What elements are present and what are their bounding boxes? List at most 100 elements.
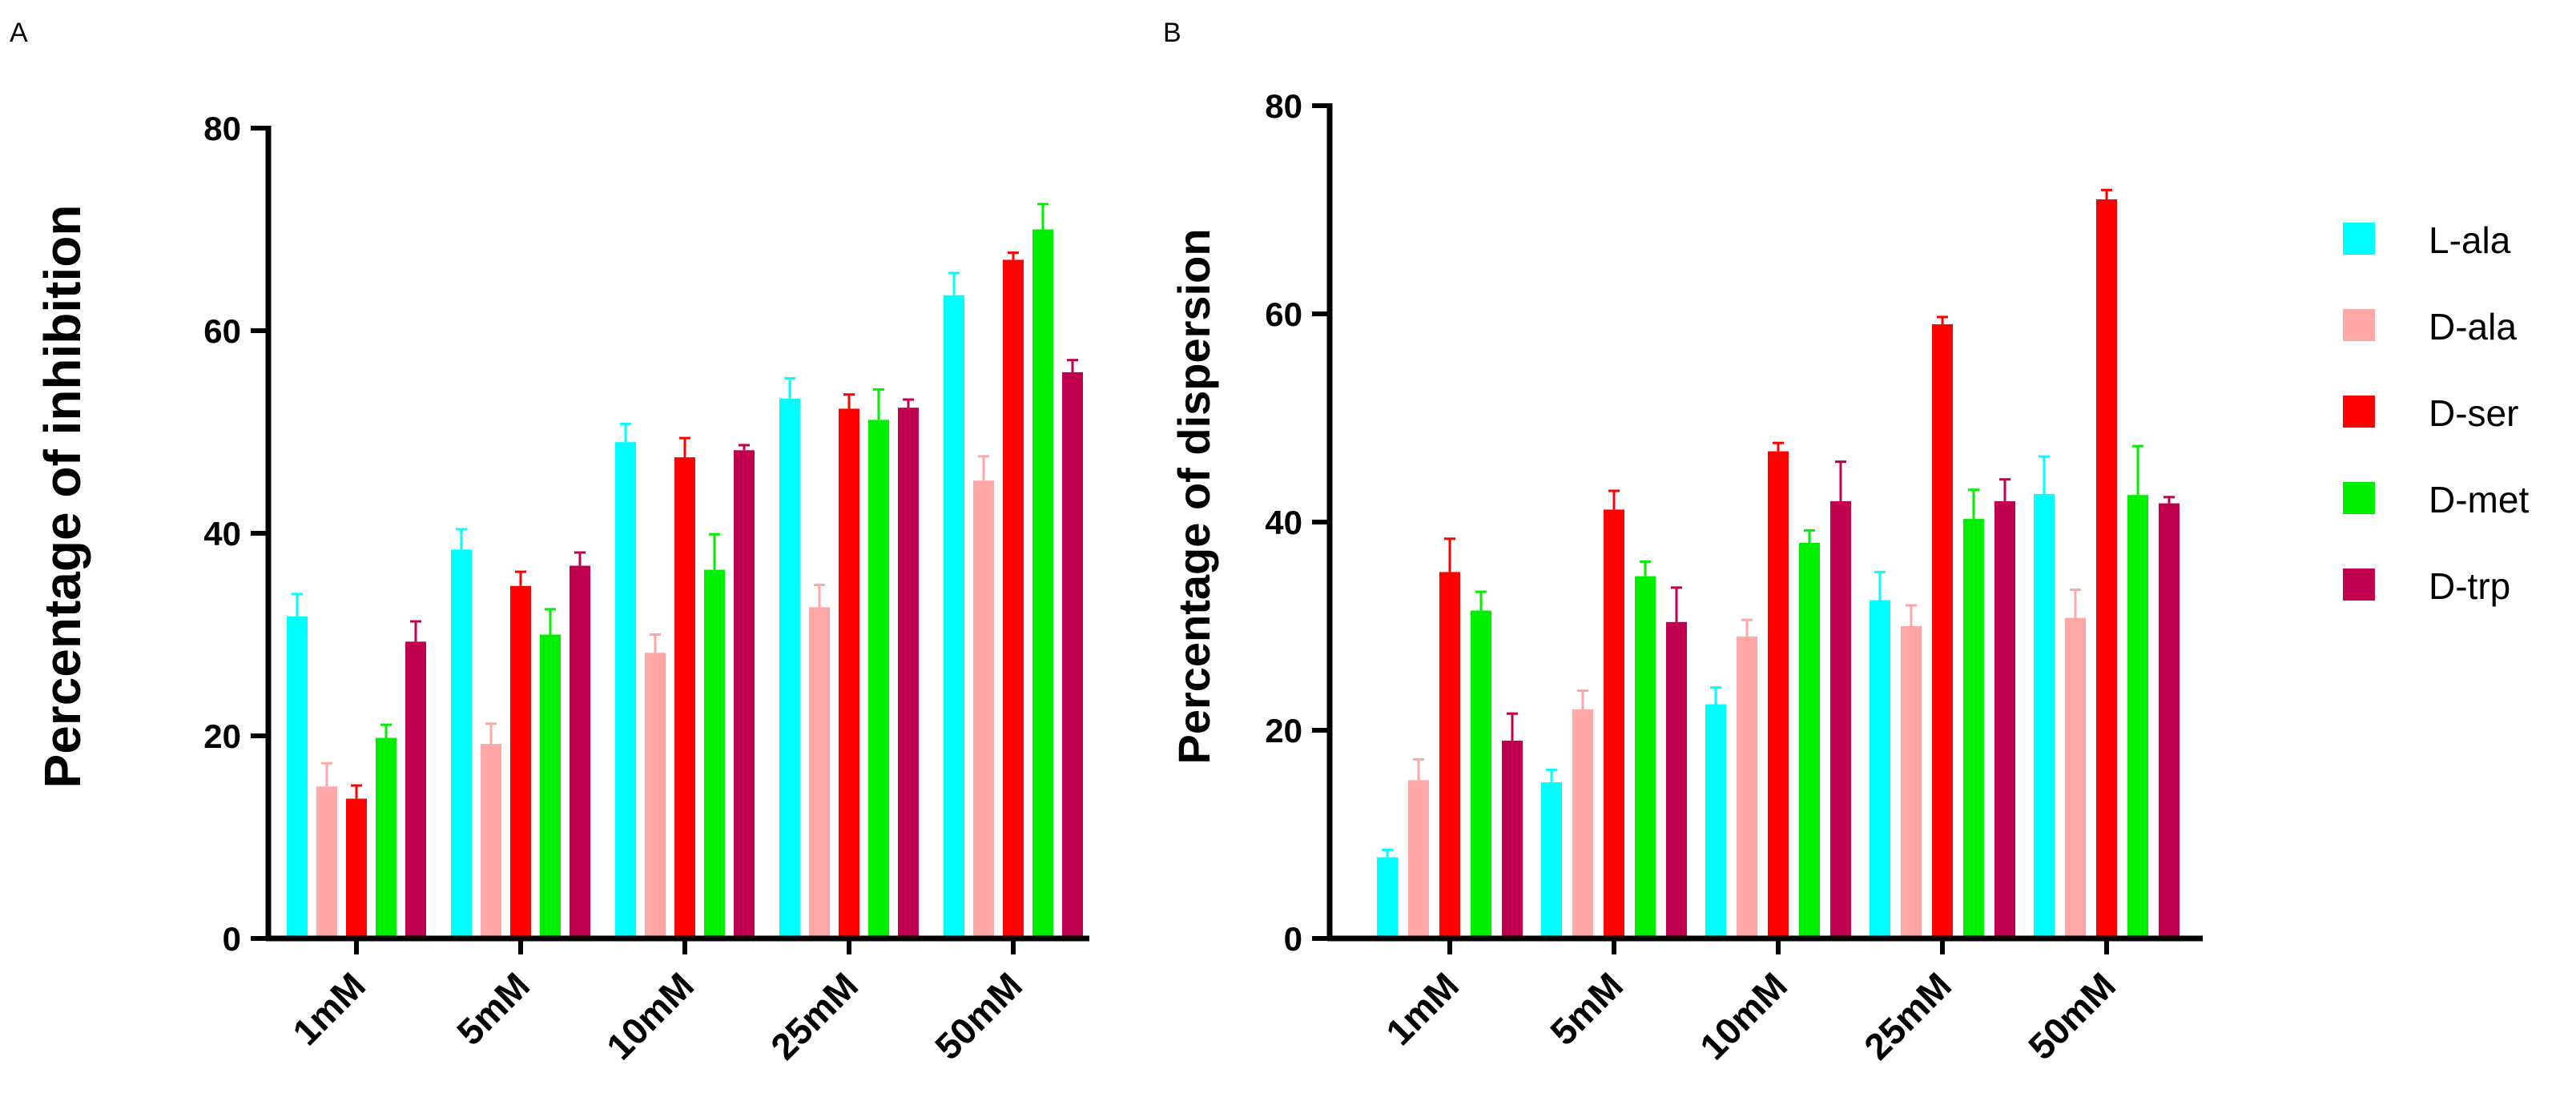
legend-swatch-d-ser xyxy=(2343,396,2375,428)
error-bar-l-ala-5mm xyxy=(1546,768,1557,782)
x-tick-label: 10mM xyxy=(1692,964,1795,1067)
bar-d-ala-25mm xyxy=(1901,626,1922,938)
error-bar-d-trp-5mm xyxy=(1671,586,1682,622)
error-bar-d-met-10mm xyxy=(709,532,720,570)
error-bar-l-ala-25mm xyxy=(1874,570,1886,601)
bar-d-ser-25mm xyxy=(839,408,859,938)
bar-d-met-50mm xyxy=(1032,229,1053,938)
bar-l-ala-50mm xyxy=(2034,493,2055,938)
panel-b-bars xyxy=(1377,188,2180,938)
bar-d-ser-10mm xyxy=(1768,451,1789,938)
error-bar-d-met-25mm xyxy=(873,388,884,420)
bar-d-ser-50mm xyxy=(2096,199,2117,938)
bar-l-ala-1mm xyxy=(287,616,308,938)
error-bar-d-ser-10mm xyxy=(679,436,690,458)
x-tick-label: 1mM xyxy=(1378,964,1467,1053)
bar-d-ser-1mm xyxy=(346,798,367,938)
bar-d-ala-25mm xyxy=(809,607,830,938)
bar-d-ala-5mm xyxy=(1572,709,1593,938)
y-tick-label: 80 xyxy=(203,110,241,147)
error-bar-d-trp-25mm xyxy=(1999,478,2010,501)
error-bar-d-ala-1mm xyxy=(321,761,332,787)
bar-d-ala-50mm xyxy=(973,480,994,938)
bar-d-trp-25mm xyxy=(898,408,919,938)
legend-swatch-d-trp xyxy=(2343,569,2375,601)
bar-d-trp-10mm xyxy=(1830,501,1851,938)
error-bar-d-ser-5mm xyxy=(515,570,526,586)
error-bar-d-met-5mm xyxy=(545,608,556,635)
x-tick-label: 10mM xyxy=(598,964,702,1067)
bar-d-trp-50mm xyxy=(1062,372,1083,938)
error-bar-d-ala-50mm xyxy=(978,455,989,481)
x-tick-label: 25mM xyxy=(1856,964,1959,1067)
error-bar-d-met-1mm xyxy=(1475,590,1487,611)
error-bar-d-ala-5mm xyxy=(1577,689,1588,709)
bar-d-ala-50mm xyxy=(2065,617,2086,938)
bar-l-ala-5mm xyxy=(1541,782,1562,938)
bar-d-met-10mm xyxy=(704,569,725,938)
bar-d-met-25mm xyxy=(868,420,889,938)
error-bar-l-ala-1mm xyxy=(1382,849,1393,858)
error-bar-l-ala-10mm xyxy=(1710,686,1721,705)
x-tick-label: 25mM xyxy=(763,964,866,1067)
legend-swatch-l-ala xyxy=(2343,223,2375,255)
y-tick-label: 60 xyxy=(1265,295,1302,333)
y-tick-label: 80 xyxy=(1265,87,1302,125)
panel-a: A Percentage of inhibition 1mM 5mM 10mM 25m… xyxy=(10,18,1089,1067)
x-tick-label: 1mM xyxy=(284,964,373,1053)
bar-d-ala-10mm xyxy=(645,653,666,938)
error-bar-d-ser-50mm xyxy=(2101,188,2112,199)
x-tick-label: 50mM xyxy=(2020,964,2123,1067)
error-bar-l-ala-5mm xyxy=(456,528,467,550)
bar-d-ser-5mm xyxy=(1604,509,1624,938)
error-bar-d-ser-1mm xyxy=(351,784,362,799)
bar-d-ser-25mm xyxy=(1932,324,1953,938)
legend: L-ala D-ala D-ser D-met D-trp xyxy=(2343,219,2529,607)
y-tick-label: 0 xyxy=(1284,920,1302,958)
y-tick-label: 20 xyxy=(1265,712,1302,749)
error-bar-l-ala-25mm xyxy=(784,376,795,399)
error-bar-d-met-50mm xyxy=(1037,203,1049,230)
error-bar-d-trp-1mm xyxy=(1507,712,1518,741)
error-bar-d-met-10mm xyxy=(1804,528,1815,543)
x-tick-label: 50mM xyxy=(927,964,1030,1067)
error-bar-d-ala-10mm xyxy=(1741,618,1753,637)
panel-b-axes: 1mM 5mM 10mM 25mM 50mM 0 20 40 60 80 xyxy=(1265,87,2203,1067)
x-tick-label: 5mM xyxy=(449,964,537,1053)
error-bar-d-trp-10mm xyxy=(1835,460,1846,501)
bar-l-ala-10mm xyxy=(615,442,636,938)
error-bar-l-ala-50mm xyxy=(2039,455,2050,494)
bar-d-trp-10mm xyxy=(734,450,755,938)
error-bar-d-ala-10mm xyxy=(650,633,661,653)
y-tick-label: 0 xyxy=(223,920,241,958)
bar-d-met-1mm xyxy=(376,737,396,938)
error-bar-l-ala-1mm xyxy=(292,593,303,617)
error-bar-d-ser-5mm xyxy=(1608,489,1620,510)
bar-d-trp-5mm xyxy=(1666,621,1687,938)
bar-d-ala-10mm xyxy=(1737,637,1757,938)
legend-swatch-d-met xyxy=(2343,482,2375,514)
error-bar-d-ser-50mm xyxy=(1008,251,1019,260)
panel-b-y-axis-title: Percentage of dispersion xyxy=(1169,228,1219,764)
bar-d-met-5mm xyxy=(540,634,561,938)
error-bar-d-met-25mm xyxy=(1968,488,1979,520)
error-bar-d-ser-25mm xyxy=(843,393,855,409)
bar-d-ala-1mm xyxy=(316,786,337,938)
error-bar-l-ala-10mm xyxy=(620,422,631,443)
error-bar-l-ala-50mm xyxy=(948,271,960,295)
legend-label-d-ala: D-ala xyxy=(2429,306,2517,348)
bar-d-met-5mm xyxy=(1635,576,1656,938)
error-bar-d-ala-5mm xyxy=(485,722,497,745)
error-bar-d-ser-25mm xyxy=(1937,315,1948,324)
error-bar-d-trp-25mm xyxy=(903,398,914,408)
bar-d-trp-1mm xyxy=(405,641,426,938)
error-bar-d-met-50mm xyxy=(2132,444,2143,496)
legend-label-d-ser: D-ser xyxy=(2429,392,2518,434)
legend-label-d-met: D-met xyxy=(2429,479,2529,520)
panel-b: B Percentage of dispersion 1mM 5mM 10mM 25m… xyxy=(1163,18,2203,1067)
error-bar-d-ala-25mm xyxy=(1906,604,1917,626)
error-bar-d-met-1mm xyxy=(380,723,392,738)
panel-b-letter: B xyxy=(1163,18,1181,48)
bar-l-ala-5mm xyxy=(451,549,472,938)
error-bar-d-trp-10mm xyxy=(739,444,750,451)
